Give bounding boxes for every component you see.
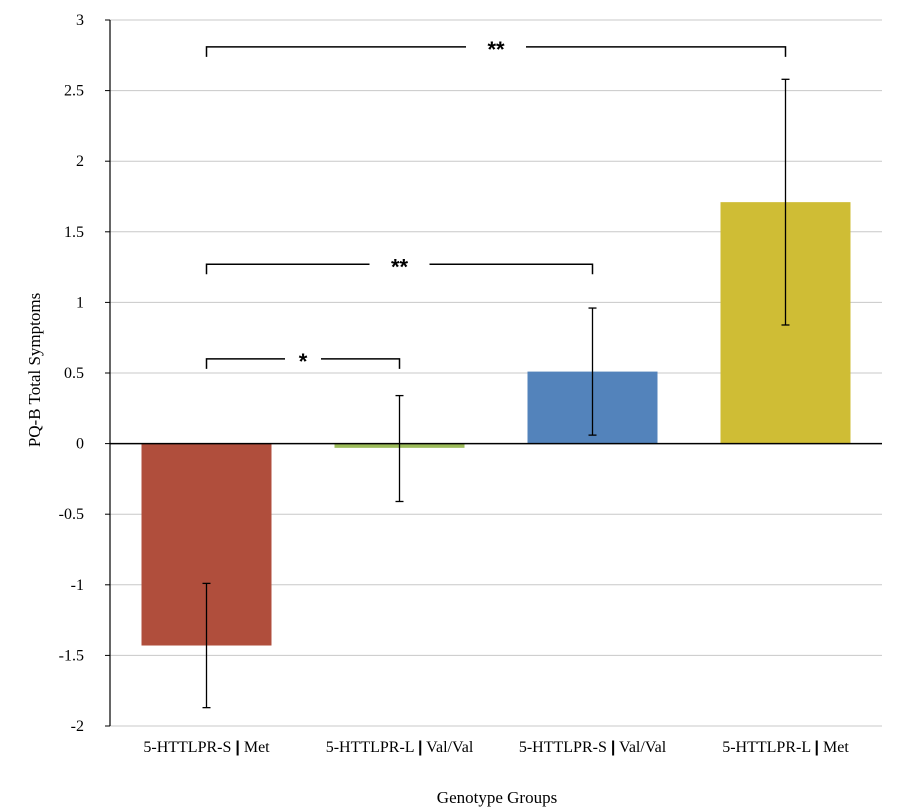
y-tick-label: -1.5 — [59, 647, 84, 664]
significance-bracket-right — [526, 46, 787, 57]
y-tick-label: 1.5 — [64, 224, 84, 241]
x-category-label: 5-HTTLPR-S | Met — [143, 739, 270, 756]
significance-bracket-left — [205, 358, 285, 369]
y-tick-label: 0.5 — [64, 365, 84, 382]
axes — [105, 19, 882, 727]
y-tick-label: 1 — [76, 294, 84, 311]
y-tick-label: -2 — [71, 718, 84, 735]
significance-brackets: ***** — [205, 37, 787, 374]
significance-label: ** — [487, 37, 505, 62]
y-tick-label: 2.5 — [64, 83, 84, 100]
y-axis-title: PQ-B Total Symptoms — [25, 293, 44, 447]
y-tick-label: 2 — [76, 153, 84, 170]
significance-bracket-right — [429, 263, 594, 275]
x-category-label: 5-HTTLPR-L | Met — [722, 739, 849, 756]
x-category-label: 5-HTTLPR-L | Val/Val — [326, 739, 474, 756]
y-tick-labels: 3 2.5 2 1.5 1 0.5 0 -0.5 -1 -1.5 -2 — [59, 12, 84, 735]
significance-bracket-left — [205, 263, 370, 275]
bars — [141, 202, 851, 646]
significance-label: * — [299, 349, 308, 374]
y-tick-label: 3 — [76, 12, 84, 29]
significance-bracket-left — [205, 46, 466, 57]
x-axis-title: Genotype Groups — [437, 788, 557, 807]
x-category-labels: 5-HTTLPR-S | Met 5-HTTLPR-L | Val/Val 5-HT… — [143, 739, 849, 756]
y-tick-label: 0 — [76, 436, 84, 453]
y-tick-label: -1 — [71, 577, 84, 594]
y-tick-label: -0.5 — [59, 506, 84, 523]
significance-bracket-right — [321, 358, 401, 369]
x-category-label: 5-HTTLPR-S | Val/Val — [519, 739, 667, 756]
significance-label: ** — [391, 254, 409, 279]
error-bars — [202, 78, 790, 709]
